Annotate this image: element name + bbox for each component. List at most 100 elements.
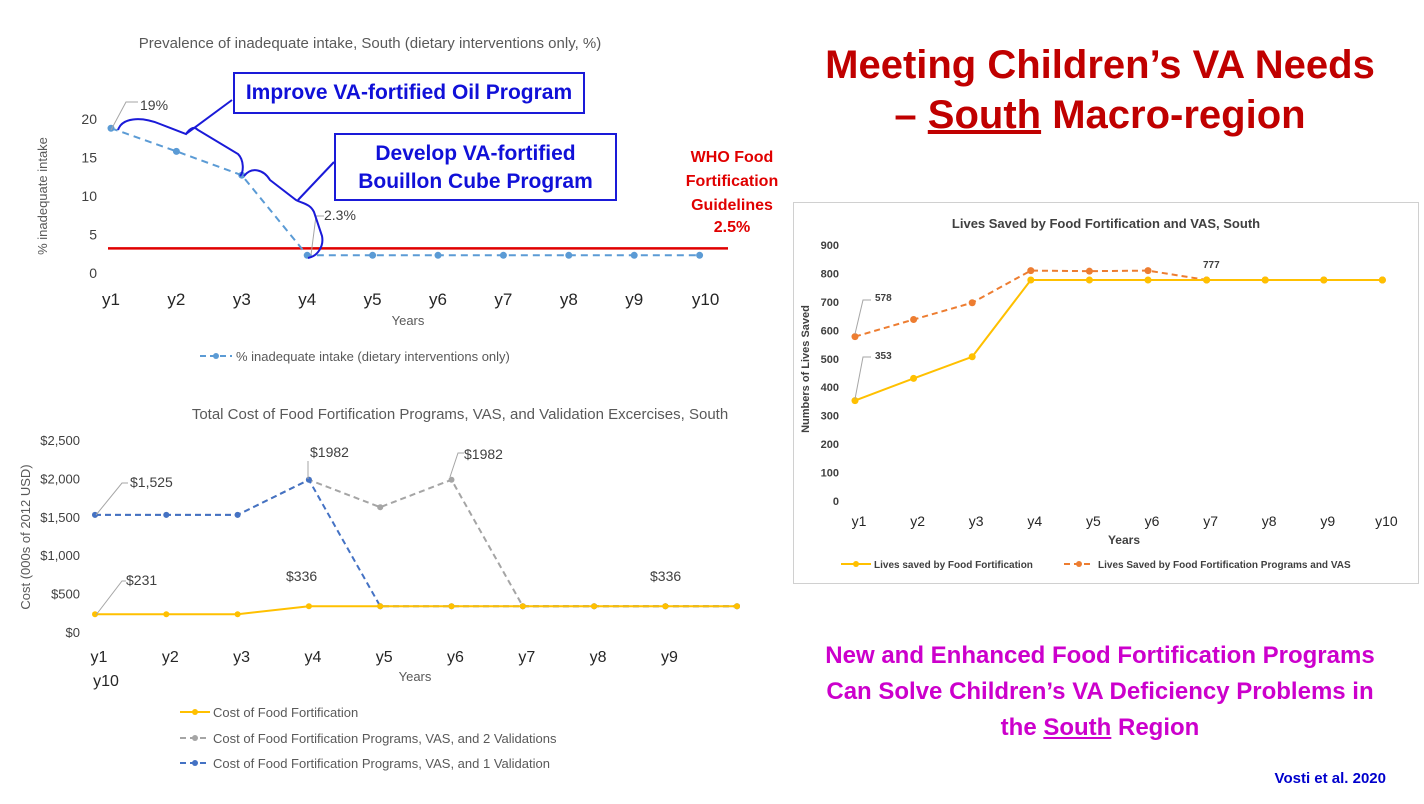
cost-x-tick: y10 <box>93 673 119 690</box>
prevalence-y-tick: 20 <box>81 111 97 127</box>
prevalence-y-tick: 10 <box>81 188 97 204</box>
lives-point <box>910 374 918 382</box>
lives-y-label: Numbers of Lives Saved <box>800 305 812 433</box>
title-rest: Macro-region <box>1041 93 1306 137</box>
slide-title: Meeting Children’s VA Needs – South Macr… <box>792 40 1408 140</box>
prevalence-x-tick: y2 <box>167 290 185 309</box>
cost-point <box>234 611 241 618</box>
annotation-336b: $336 <box>650 568 681 584</box>
lives-point <box>1203 276 1211 284</box>
oil-program-brace <box>117 118 244 177</box>
lives-x-tick: y5 <box>1086 513 1101 529</box>
annotation-578-leader <box>854 299 871 335</box>
cost-legend: Cost of Food Fortification Cost of Food … <box>180 705 557 771</box>
lives-chart-title: Lives Saved by Food Fortification and VA… <box>952 216 1260 231</box>
lives-series-line <box>854 278 1383 402</box>
annotation-1982b: $1982 <box>464 446 503 462</box>
cost-legend-marker-3 <box>192 760 198 766</box>
cost-legend-marker-2 <box>192 735 198 741</box>
prevalence-point <box>696 251 704 259</box>
lives-point <box>851 333 859 341</box>
cost-point <box>92 511 98 518</box>
lives-x-tick: y7 <box>1203 513 1218 529</box>
lives-y-ticks: 0 100 200 300 400 500 600 700 800 900 <box>821 240 839 508</box>
cost-point <box>519 603 526 610</box>
cost-point <box>377 504 384 511</box>
cost-x-tick: y6 <box>447 649 464 666</box>
cost-series-line <box>95 478 737 608</box>
annotation-1982b-leader <box>449 452 464 478</box>
cost-point <box>448 476 455 483</box>
prevalence-x-tick: y8 <box>560 290 578 309</box>
title-dash: – <box>894 93 928 137</box>
who-guideline-label: WHO Food Fortification Guidelines <box>685 149 779 214</box>
cost-x-ticks: y1 y2 y3 y4 y5 y6 y7 y8 y9 y10 <box>91 649 678 690</box>
cost-point <box>305 603 312 610</box>
prevalence-y-tick: 5 <box>89 227 97 243</box>
lives-point <box>968 299 976 307</box>
cost-series-line <box>95 478 737 608</box>
annotation-1525-leader <box>95 482 128 516</box>
cost-y-ticks: $0 $500 $1,000 $1,500 $2,000 $2,500 <box>40 433 80 640</box>
lives-x-tick: y4 <box>1027 513 1042 529</box>
prevalence-x-tick: y6 <box>429 290 447 309</box>
prevalence-chart-title: Prevalence of inadequate intake, South (… <box>139 35 602 52</box>
prevalence-point <box>172 147 180 155</box>
prevalence-chart: Prevalence of inadequate intake, South (… <box>35 35 728 364</box>
cost-point <box>305 476 312 483</box>
prevalence-point <box>565 251 573 259</box>
cost-x-tick: y4 <box>304 649 321 666</box>
lives-point <box>1085 267 1093 275</box>
prevalence-series-line <box>110 127 700 257</box>
cost-point <box>234 511 241 518</box>
cube-program-brace <box>243 169 324 259</box>
cost-y-tick: $1,500 <box>40 510 80 525</box>
annotation-353: 353 <box>875 351 892 362</box>
lives-legend-label-1: Lives saved by Food Fortification <box>874 560 1033 571</box>
conclusion-region: South <box>1043 714 1112 741</box>
annotation-777: 777 <box>1203 260 1220 271</box>
prevalence-x-tick: y3 <box>233 290 251 309</box>
cost-x-tick: y7 <box>518 649 535 666</box>
cost-y-tick: $500 <box>51 587 80 602</box>
cost-y-tick: $1,000 <box>40 548 80 563</box>
lives-series <box>851 267 1386 405</box>
cost-legend-label-1: Cost of Food Fortification <box>213 705 358 720</box>
annotation-2-3pct: 2.3% <box>324 207 356 223</box>
prevalence-y-tick: 15 <box>81 150 97 166</box>
conclusion-part2: Region <box>1111 714 1200 741</box>
oil-callout-arrow <box>185 99 233 135</box>
lives-y-tick: 700 <box>821 297 839 309</box>
lives-x-tick: y3 <box>969 513 984 529</box>
cost-point <box>662 603 669 610</box>
cost-point <box>92 611 98 618</box>
annotation-231-leader <box>95 580 126 616</box>
cost-y-tick: $2,500 <box>40 433 80 448</box>
lives-point <box>1085 276 1093 284</box>
lives-x-tick: y10 <box>1375 513 1398 529</box>
cost-point <box>734 603 740 610</box>
lives-chart-frame <box>793 202 1419 584</box>
cost-x-tick: y2 <box>162 649 179 666</box>
cost-legend-label-2: Cost of Food Fortification Programs, VAS… <box>213 731 557 746</box>
lives-y-tick: 300 <box>821 411 839 423</box>
lives-point <box>1144 276 1152 284</box>
lives-y-tick: 200 <box>821 439 839 451</box>
lives-point <box>1027 276 1035 284</box>
prevalence-x-tick: y7 <box>494 290 512 309</box>
cost-y-label: Cost (000s of 2012 USD) <box>18 464 33 609</box>
lives-point <box>851 397 859 405</box>
title-line-2: – South Macro-region <box>792 90 1408 140</box>
lives-y-tick: 900 <box>821 240 839 252</box>
cost-x-tick: y5 <box>376 649 393 666</box>
cost-x-tick: y9 <box>661 649 678 666</box>
bouillon-cube-callout: Develop VA-fortified Bouillon Cube Progr… <box>334 133 617 201</box>
lives-point <box>1027 267 1035 275</box>
prevalence-point <box>434 251 442 259</box>
lives-point <box>1320 276 1328 284</box>
prevalence-y-tick: 0 <box>89 265 97 281</box>
cost-point <box>163 511 170 518</box>
lives-x-tick: y9 <box>1320 513 1335 529</box>
cost-chart: Total Cost of Food Fortification Program… <box>18 406 740 771</box>
who-guideline-value: 2.5% <box>713 219 751 236</box>
